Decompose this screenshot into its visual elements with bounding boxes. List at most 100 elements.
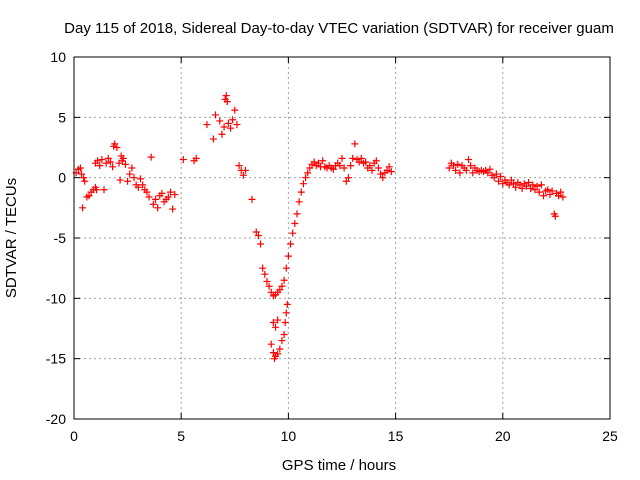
data-point xyxy=(252,228,260,236)
data-point xyxy=(151,195,159,203)
plot-border xyxy=(73,56,611,420)
data-point xyxy=(546,191,554,199)
data-point xyxy=(555,192,563,200)
data-point xyxy=(497,172,505,180)
data-point xyxy=(218,130,226,138)
data-point xyxy=(357,154,365,162)
data-point xyxy=(216,117,224,125)
data-point xyxy=(527,185,535,193)
data-point xyxy=(276,286,284,294)
data-point xyxy=(319,157,327,165)
data-point xyxy=(278,282,286,290)
data-point xyxy=(289,229,297,237)
data-point xyxy=(462,166,470,174)
data-point xyxy=(377,170,385,178)
x-tick-label: 15 xyxy=(388,428,404,444)
axes: 0 5 10 15 20 25 -20 -15 -10 -5 0 5 10 xyxy=(46,49,618,444)
x-tick-label: 20 xyxy=(495,428,511,444)
data-point xyxy=(385,163,393,171)
data-point xyxy=(98,156,106,164)
data-point xyxy=(505,181,513,189)
data-point xyxy=(544,186,552,194)
data-point xyxy=(242,166,250,174)
data-point xyxy=(512,183,520,191)
data-point xyxy=(76,164,84,172)
y-tick-label: -10 xyxy=(46,290,66,306)
data-point xyxy=(130,174,138,182)
data-point xyxy=(529,181,537,189)
data-point xyxy=(79,204,87,212)
data-point xyxy=(445,164,453,172)
data-point xyxy=(280,331,288,339)
data-point xyxy=(109,163,117,171)
data-point xyxy=(147,153,155,161)
data-point xyxy=(347,162,355,170)
data-point xyxy=(342,177,350,185)
data-point xyxy=(329,165,337,173)
data-point xyxy=(119,154,127,162)
data-point xyxy=(535,188,543,196)
data-point xyxy=(166,188,174,196)
data-point xyxy=(284,252,292,260)
data-point xyxy=(559,193,567,201)
data-point xyxy=(287,240,295,248)
data-point xyxy=(80,174,88,182)
data-point xyxy=(171,191,179,199)
data-point xyxy=(302,174,310,182)
data-point xyxy=(143,188,151,196)
data-point xyxy=(366,162,374,170)
data-point xyxy=(464,156,472,164)
data-point xyxy=(212,111,220,119)
data-point xyxy=(134,183,142,191)
data-point xyxy=(93,186,101,194)
data-point xyxy=(94,157,102,165)
data-point xyxy=(304,169,312,177)
x-tick-label: 10 xyxy=(281,428,297,444)
data-point xyxy=(281,318,289,326)
data-point xyxy=(278,337,286,345)
data-point xyxy=(233,121,241,129)
data-point xyxy=(239,171,247,179)
data-point xyxy=(209,135,217,143)
data-point xyxy=(145,193,153,201)
data-point xyxy=(224,119,232,127)
data-point xyxy=(274,316,282,324)
data-point xyxy=(158,189,166,197)
data-point xyxy=(368,166,376,174)
data-point xyxy=(467,162,475,170)
data-point xyxy=(291,220,299,228)
y-tick-label: 0 xyxy=(58,170,66,186)
data-point xyxy=(282,264,290,272)
data-point xyxy=(220,123,228,131)
data-point xyxy=(154,204,162,212)
data-point xyxy=(227,124,235,132)
y-tick-label: 5 xyxy=(58,109,66,125)
y-tick-label: -15 xyxy=(46,351,66,367)
data-point xyxy=(235,162,243,170)
y-axis-label: SDTVAR / TECUs xyxy=(3,178,20,298)
grid-layer xyxy=(74,57,610,419)
data-point xyxy=(299,180,307,188)
data-point xyxy=(136,175,144,183)
data-point xyxy=(111,140,119,148)
data-point xyxy=(269,318,277,326)
data-point xyxy=(254,232,262,240)
data-point xyxy=(139,181,147,189)
data-point xyxy=(484,169,492,177)
data-point xyxy=(78,170,86,178)
data-point xyxy=(283,300,291,308)
x-tick-label: 5 xyxy=(177,428,185,444)
data-point xyxy=(338,154,346,162)
data-point xyxy=(259,264,267,272)
data-point xyxy=(274,350,282,358)
data-point xyxy=(314,159,322,167)
data-point xyxy=(231,106,239,114)
data-point xyxy=(383,166,391,174)
data-points xyxy=(72,92,567,363)
data-point xyxy=(454,160,462,168)
data-point xyxy=(263,277,271,285)
data-point xyxy=(456,169,464,177)
data-point xyxy=(81,177,89,185)
